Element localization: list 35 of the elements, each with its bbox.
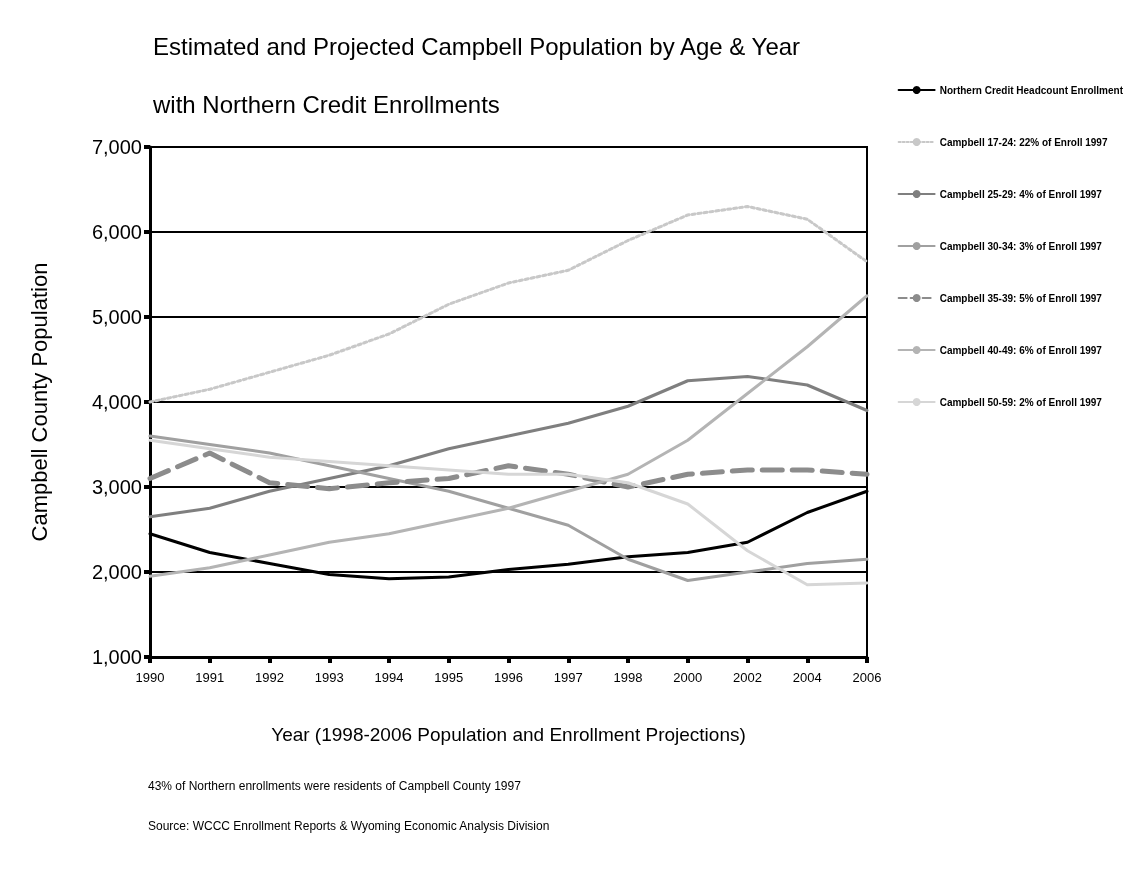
- x-tick-label: 1991: [195, 670, 225, 685]
- source-note: Source: WCCC Enrollment Reports & Wyoming Economic Analysis Division: [148, 819, 550, 833]
- x-tick-label: 1995: [434, 670, 464, 685]
- x-tick-label: 1992: [255, 670, 284, 685]
- line-series: [148, 294, 869, 578]
- legend-label: Campbell 30-34: 3% of Enroll 1997: [939, 240, 1103, 252]
- text: 43% of Northern enrollments were residents of Campbell County 1997: [148, 779, 522, 793]
- x-axis-title: Year (1998-2006 Population and Enrollment Projections): [271, 724, 746, 745]
- x-tick-label: 2004: [792, 670, 822, 685]
- x-tick-label: 1994: [374, 670, 404, 685]
- chart-title: Estimated and Projected Campbell Population by Age & Year with Northern Credit Enrollments: [153, 32, 801, 118]
- y-tick-label: 3,000: [91, 476, 142, 498]
- legend-label: Campbell 17-24: 22% of Enroll 1997: [939, 136, 1108, 148]
- x-tick-label: 1997: [553, 670, 583, 685]
- legend-label: Campbell 35-39: 5% of Enroll 1997: [939, 292, 1103, 304]
- x-tick-label: 2006: [852, 670, 882, 685]
- x-tick-label: 2002: [733, 670, 762, 685]
- line-series: [148, 375, 869, 519]
- y-tick-label: 4,000: [91, 391, 142, 413]
- legend-label: Campbell 25-29: 4% of Enroll 1997: [939, 188, 1103, 200]
- x-tick-label: 1996: [494, 670, 523, 685]
- y-tick-label: 7,000: [91, 136, 142, 158]
- y-axis-title: Campbell County Population: [26, 262, 52, 542]
- y-tick-label: 6,000: [91, 221, 142, 243]
- x-tick-label: 1993: [314, 670, 344, 685]
- legend-label: Northern Credit Headcount Enrollment: [939, 84, 1124, 96]
- y-tick-label: 1,000: [91, 646, 142, 668]
- line-series: [148, 205, 869, 404]
- x-tick-label: 2000: [673, 670, 703, 685]
- x-tick-label: 1990: [135, 670, 165, 685]
- x-tick-label: 1998: [613, 670, 643, 685]
- legend-label: Campbell 40-49: 6% of Enroll 1997: [939, 344, 1103, 356]
- legend-label: Campbell 50-59: 2% of Enroll 1997: [939, 396, 1103, 408]
- y-tick-label: 2,000: [91, 561, 142, 583]
- y-tick-label: 5,000: [91, 306, 142, 328]
